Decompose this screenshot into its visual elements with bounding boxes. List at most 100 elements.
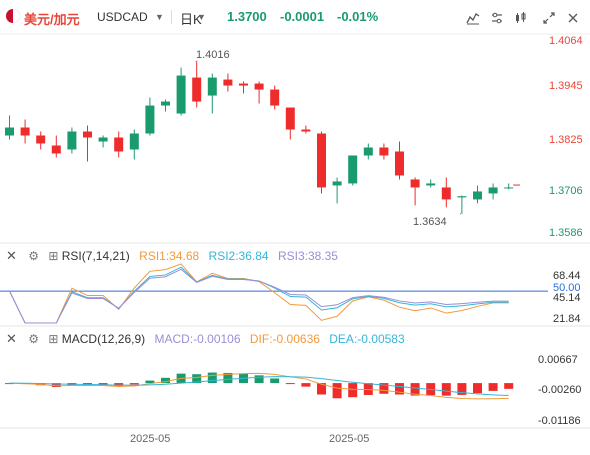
price-tick: 1.3825	[549, 134, 583, 146]
candle-body	[285, 107, 295, 130]
candle-body	[441, 187, 451, 200]
candle-body	[161, 101, 170, 106]
current-price: 1.3700	[227, 9, 267, 24]
x-tick: 2025-05	[329, 433, 370, 445]
rsi-tick: 21.84	[553, 313, 581, 325]
rsi3-value: RSI3:38.35	[277, 249, 338, 263]
settings-icon[interactable]: ⚙	[28, 332, 40, 346]
indicator-box-icon[interactable]: ⊞	[48, 249, 59, 263]
rsi3-line	[9, 268, 509, 324]
candle-body	[20, 127, 30, 136]
price-tick: 1.4064	[549, 35, 583, 47]
candle-body	[207, 77, 217, 96]
low-label: 1.3634	[413, 216, 447, 228]
candle-body	[488, 187, 498, 194]
candle-body	[5, 127, 14, 136]
price-tick: 1.3706	[549, 185, 583, 197]
macd-histogram-bar	[145, 380, 155, 384]
settings-icon[interactable]	[488, 9, 506, 27]
macd-histogram-bar	[348, 383, 358, 398]
price-tick: 1.3586	[549, 227, 583, 239]
price-tick: 1.3945	[549, 80, 583, 92]
symbol-dropdown-icon[interactable]: ▼	[155, 12, 164, 22]
candle-body	[395, 151, 404, 176]
macd-panel	[5, 372, 514, 400]
macd-histogram-bar	[270, 378, 280, 384]
candle-body	[301, 129, 311, 132]
macd-histogram-bar	[457, 383, 467, 395]
candle-body	[114, 137, 124, 152]
macd-histogram-bar	[192, 374, 202, 384]
macd-histogram-bar	[317, 383, 326, 395]
rsi2-line	[9, 266, 509, 324]
chart-type-icon[interactable]	[512, 9, 530, 27]
candle-body	[239, 83, 248, 86]
candle-body	[98, 137, 108, 142]
period-dropdown-icon[interactable]: ▼	[197, 12, 206, 22]
indicator-icon[interactable]	[464, 9, 482, 27]
candle-body	[457, 196, 467, 198]
macd-value: MACD:-0.00106	[154, 332, 241, 346]
rsi-panel	[0, 263, 548, 324]
candle-body	[348, 155, 358, 184]
candle-body	[363, 147, 373, 156]
macd-histogram-bar	[129, 383, 139, 385]
candle-body	[504, 187, 514, 189]
macd-histogram-bar	[114, 383, 124, 386]
price-change-pct: -0.01%	[337, 9, 379, 24]
candle-body	[270, 89, 280, 106]
macd-histogram-bar	[301, 383, 311, 387]
high-label: 1.4016	[196, 49, 230, 61]
candle-body	[426, 183, 436, 186]
macd-histogram-bar	[161, 377, 170, 384]
candle-body	[67, 131, 77, 150]
candle-body	[145, 105, 155, 134]
macd-histogram-bar	[285, 383, 295, 385]
rsi-tick: 45.14	[553, 292, 581, 304]
divider	[171, 10, 172, 24]
period-selector[interactable]: 日K	[180, 12, 202, 27]
indicator-box-icon[interactable]: ⊞	[48, 332, 59, 346]
macd-histogram-bar	[332, 383, 342, 399]
candle-body	[36, 135, 46, 144]
macd-tick: -0.01186	[538, 415, 581, 427]
macd-histogram-bar	[223, 372, 233, 384]
macd-histogram-bar	[504, 383, 514, 389]
macd-histogram-bar	[207, 372, 217, 384]
close-icon[interactable]: ✕	[6, 331, 17, 346]
candle-body	[223, 79, 233, 86]
candle-body	[254, 83, 264, 90]
rsi1-line	[9, 263, 509, 324]
chart-header: 美元/加元 USDCAD ▼ 日K ▼ 1.3700 -0.0001 -0.01…	[0, 0, 590, 34]
rsi2-value: RSI2:36.84	[208, 249, 269, 263]
dif-value: DIF:-0.00636	[249, 332, 320, 346]
rsi-tick: 50.00	[553, 282, 581, 294]
candle-body	[129, 133, 139, 150]
candle-body	[83, 131, 92, 138]
macd-histogram-bar	[363, 383, 373, 395]
candle-body	[192, 77, 202, 102]
flag-icon	[6, 9, 20, 23]
symbol-name-cn[interactable]: 美元/加元	[24, 12, 80, 27]
macd-title-bar: ✕ ⚙ ⊞ MACD(12,26,9) MACD:-0.00106 DIF:-0…	[6, 331, 405, 347]
candle-body	[473, 191, 482, 200]
dea-line	[9, 376, 509, 397]
close-icon[interactable]: ✕	[6, 248, 17, 263]
candle-body	[379, 147, 389, 156]
settings-icon[interactable]: ⚙	[28, 249, 40, 263]
close-icon[interactable]	[564, 9, 582, 27]
macd-histogram-bar	[379, 383, 389, 394]
candle-body	[332, 181, 342, 186]
macd-histogram-bar	[98, 383, 108, 385]
candle-body	[51, 145, 61, 154]
expand-icon[interactable]	[540, 9, 558, 27]
macd-histogram-bar	[51, 383, 61, 387]
candle-body	[176, 75, 186, 114]
rsi-label: RSI(7,14,21)	[61, 249, 130, 263]
macd-histogram-bar	[473, 383, 482, 394]
dif-line	[9, 372, 509, 400]
symbol-name-en[interactable]: USDCAD	[97, 10, 148, 24]
rsi-tick: 68.44	[553, 270, 581, 282]
candle-body	[410, 179, 420, 188]
